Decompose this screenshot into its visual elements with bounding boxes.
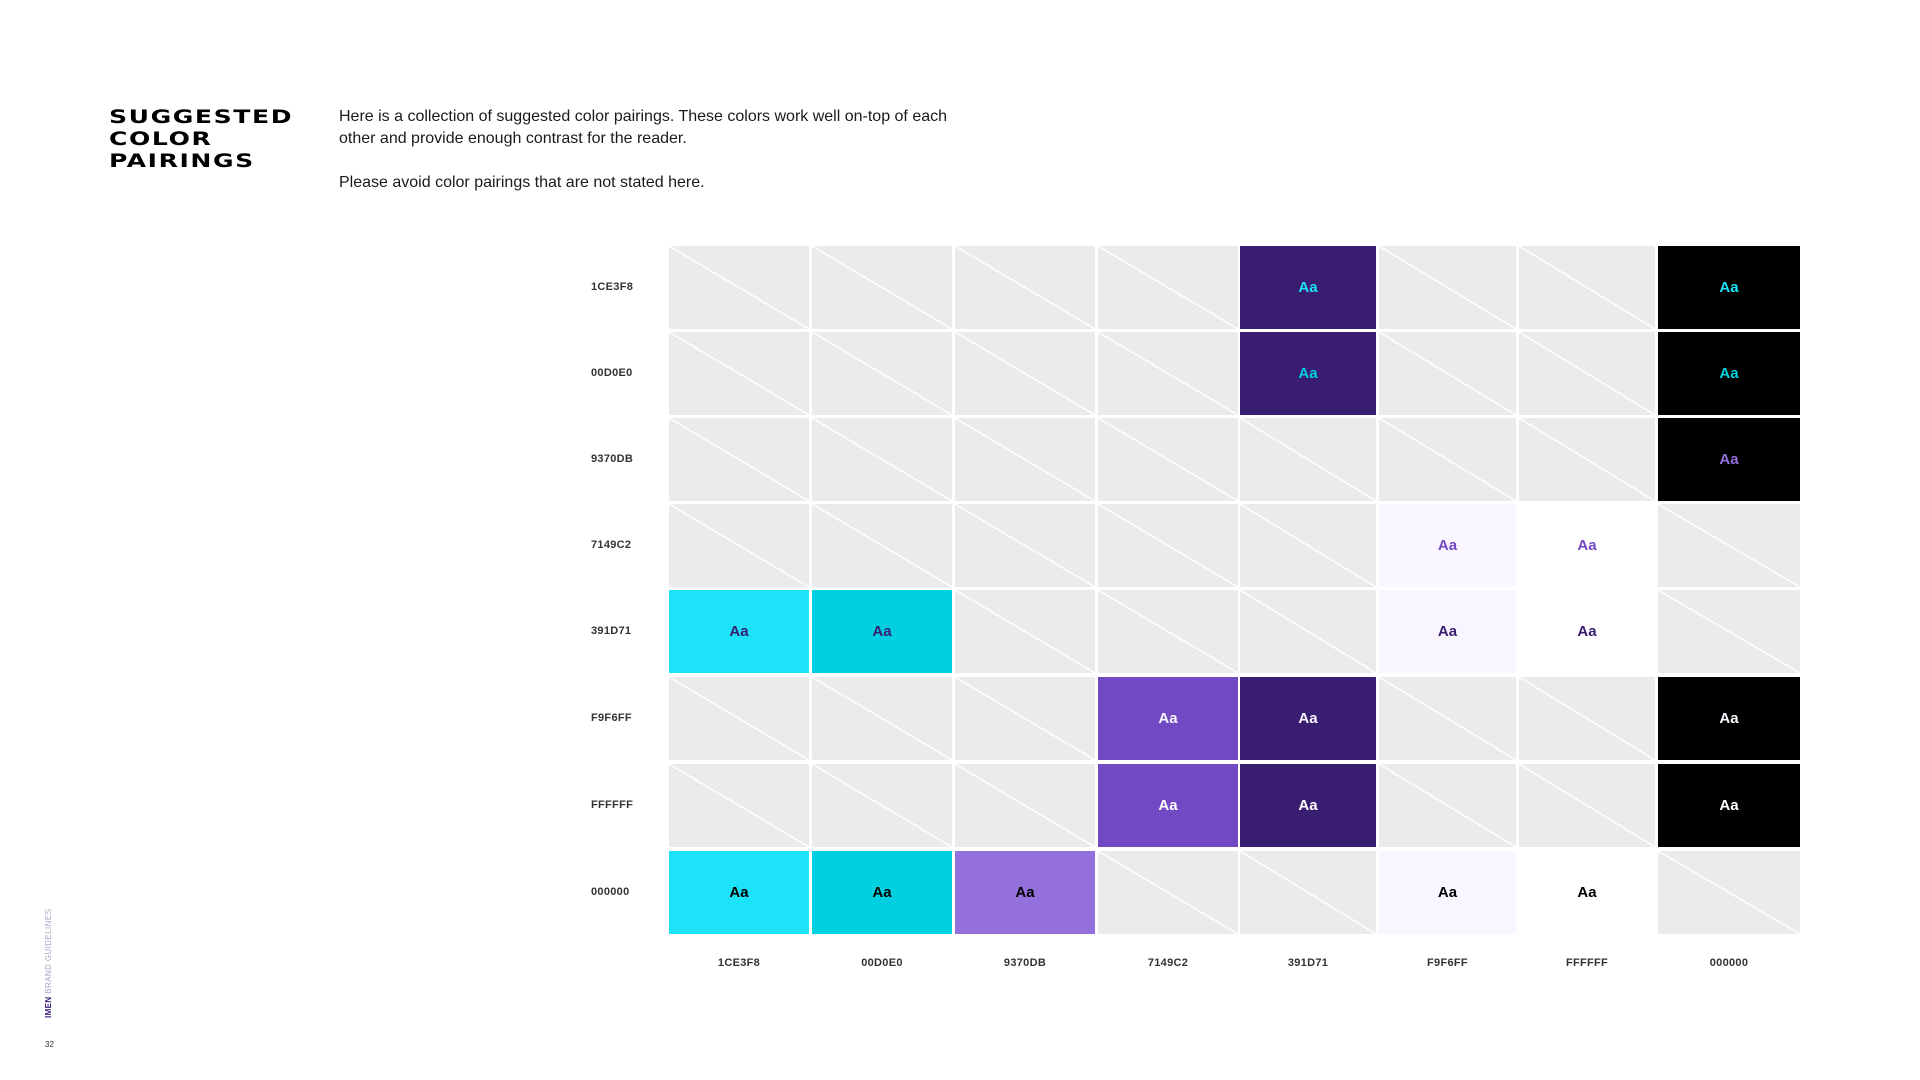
unsupported-pairing-cell: [955, 764, 1095, 847]
unsupported-pairing-cell: [1519, 418, 1655, 501]
unsupported-pairing-cell: [812, 677, 952, 760]
unsupported-pairing-cell: [1240, 590, 1376, 673]
pairing-swatch: Aa: [1240, 246, 1376, 329]
column-label: 7149C2: [1147, 957, 1189, 969]
pairing-swatch: Aa: [1379, 504, 1516, 587]
unsupported-pairing-cell: [1240, 851, 1376, 934]
column-label: 1CE3F8: [717, 957, 761, 969]
footer-brand-name: IMEN: [44, 996, 53, 1018]
pairing-swatch: Aa: [955, 851, 1095, 934]
heading-line: COLOR: [109, 128, 213, 150]
unsupported-pairing-cell: [669, 504, 809, 587]
pairing-swatch: Aa: [1240, 332, 1376, 415]
unsupported-pairing-cell: [1658, 504, 1800, 587]
row-label: F9F6FF: [591, 711, 632, 724]
pairing-swatch: Aa: [1240, 764, 1376, 847]
unsupported-pairing-cell: [1379, 764, 1516, 847]
unsupported-pairing-cell: [669, 764, 809, 847]
unsupported-pairing-cell: [812, 418, 952, 501]
unsupported-pairing-cell: [669, 418, 809, 501]
page-number: 32: [45, 1040, 54, 1049]
unsupported-pairing-cell: [1098, 246, 1238, 329]
unsupported-pairing-cell: [1658, 590, 1800, 673]
unsupported-pairing-cell: [812, 764, 952, 847]
unsupported-pairing-cell: [1519, 764, 1655, 847]
unsupported-pairing-cell: [1658, 851, 1800, 934]
unsupported-pairing-cell: [1098, 590, 1238, 673]
column-label: 391D71: [1287, 957, 1329, 969]
intro-text: Here is a collection of suggested color …: [339, 106, 979, 216]
pairing-swatch: Aa: [1379, 851, 1516, 934]
pairing-swatch: Aa: [812, 851, 952, 934]
unsupported-pairing-cell: [1098, 851, 1238, 934]
unsupported-pairing-cell: [669, 246, 809, 329]
unsupported-pairing-cell: [1379, 418, 1516, 501]
footer-brand-suffix: BRAND GUIDELINES: [44, 908, 53, 997]
pairing-swatch: Aa: [1658, 418, 1800, 501]
unsupported-pairing-cell: [1519, 332, 1655, 415]
row-label: 391D71: [591, 624, 632, 637]
pairing-swatch: Aa: [1379, 590, 1516, 673]
intro-paragraph: Please avoid color pairings that are not…: [339, 174, 705, 191]
row-label: 9370DB: [591, 452, 634, 465]
unsupported-pairing-cell: [1098, 418, 1238, 501]
heading-line: PAIRINGS: [109, 150, 255, 172]
pairing-swatch: Aa: [1098, 764, 1238, 847]
pairing-swatch: Aa: [1240, 677, 1376, 760]
unsupported-pairing-cell: [1098, 504, 1238, 587]
unsupported-pairing-cell: [1379, 246, 1516, 329]
unsupported-pairing-cell: [955, 677, 1095, 760]
column-label: 9370DB: [1003, 957, 1047, 969]
unsupported-pairing-cell: [1379, 677, 1516, 760]
column-label: 000000: [1709, 957, 1749, 969]
row-label: FFFFFF: [591, 798, 634, 811]
unsupported-pairing-cell: [955, 418, 1095, 501]
pairing-swatch: Aa: [1658, 246, 1800, 329]
unsupported-pairing-cell: [1379, 332, 1516, 415]
pairing-swatch: Aa: [1519, 851, 1655, 934]
page-heading: SUGGESTED COLOR PAIRINGS: [109, 106, 293, 172]
unsupported-pairing-cell: [1519, 246, 1655, 329]
heading-line: SUGGESTED: [109, 106, 294, 128]
row-label: 00D0E0: [591, 366, 633, 379]
row-label: 7149C2: [591, 538, 632, 551]
unsupported-pairing-cell: [812, 246, 952, 329]
pairing-swatch: Aa: [1519, 590, 1655, 673]
intro-paragraph: Here is a collection of suggested color …: [339, 108, 948, 147]
footer-brand: IMEN BRAND GUIDELINES: [44, 909, 53, 1018]
unsupported-pairing-cell: [1519, 677, 1655, 760]
column-label: 00D0E0: [861, 957, 903, 969]
pairing-swatch: Aa: [1658, 677, 1800, 760]
unsupported-pairing-cell: [955, 332, 1095, 415]
row-label: 1CE3F8: [591, 280, 634, 293]
unsupported-pairing-cell: [669, 677, 809, 760]
pairing-swatch: Aa: [1519, 504, 1655, 587]
column-label: FFFFFF: [1565, 957, 1609, 969]
unsupported-pairing-cell: [1240, 418, 1376, 501]
unsupported-pairing-cell: [1098, 332, 1238, 415]
unsupported-pairing-cell: [669, 332, 809, 415]
row-label: 000000: [591, 885, 630, 898]
unsupported-pairing-cell: [812, 504, 952, 587]
unsupported-pairing-cell: [955, 246, 1095, 329]
unsupported-pairing-cell: [955, 590, 1095, 673]
column-label: F9F6FF: [1427, 957, 1468, 969]
pairing-swatch: Aa: [812, 590, 952, 673]
unsupported-pairing-cell: [812, 332, 952, 415]
pairing-swatch: Aa: [1658, 332, 1800, 415]
pairing-swatch: Aa: [1098, 677, 1238, 760]
pairing-swatch: Aa: [669, 851, 809, 934]
unsupported-pairing-cell: [1240, 504, 1376, 587]
pairing-swatch: Aa: [669, 590, 809, 673]
pairing-swatch: Aa: [1658, 764, 1800, 847]
unsupported-pairing-cell: [955, 504, 1095, 587]
